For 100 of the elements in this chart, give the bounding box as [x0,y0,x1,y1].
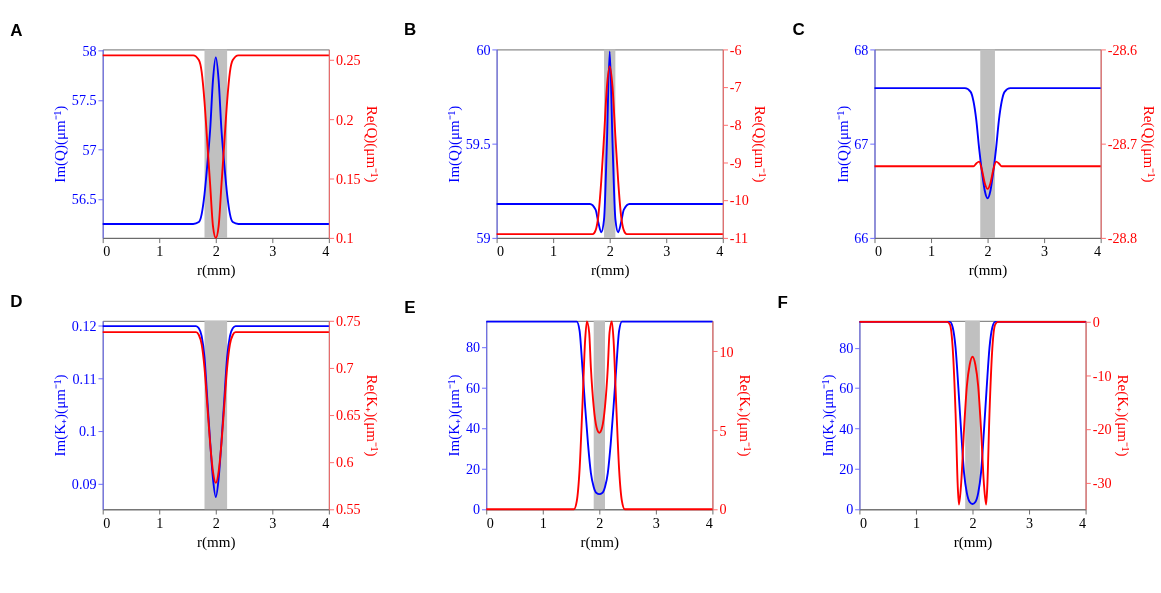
y-tick-label: 40 [839,420,854,437]
x-tick-label: 1 [539,514,547,531]
x-tick-label: 0 [497,243,505,260]
y2-tick-label: -30 [1092,474,1112,491]
y2-tick-label: 5 [719,422,727,439]
y-tick-label: 58 [82,42,97,59]
y2-tick-label: -20 [1092,421,1112,438]
chart-title: F [777,292,788,312]
chart-title: C [792,20,805,40]
chart-title: D [10,291,23,311]
y2-tick-label: 10 [719,343,734,360]
line-series [873,87,1102,200]
x-tick-label: 2 [212,243,220,260]
y2-tick-label: 0.7 [335,360,354,377]
y2-axis-title: Re(Q)(μm⁻¹) [363,105,381,183]
y2-tick-label: 0.1 [335,230,354,247]
x-tick-label: 4 [1094,243,1102,260]
y-axis-title: Im(Q)(μm⁻¹) [446,105,464,183]
y-tick-label: 20 [466,460,481,477]
x-axis-title: r(mm) [580,533,620,551]
y2-axis-title: Re(K₊)(μm⁻¹) [363,374,381,457]
y2-tick-label: 0.75 [335,313,361,330]
x-tick-label: 3 [663,243,671,260]
x-tick-label: 3 [652,514,660,531]
x-tick-label: 1 [928,243,936,260]
chart-title: B [404,20,417,40]
x-tick-label: 3 [269,514,277,531]
y-tick-label: 80 [466,339,481,356]
x-axis-title: r(mm) [590,262,630,280]
y2-tick-label: -10 [1092,367,1112,384]
y-tick-label: 56.5 [71,191,97,208]
y2-tick-label: -9 [729,154,742,171]
y-tick-label: 80 [839,339,854,356]
y2-tick-label: 0.65 [335,407,361,424]
x-tick-label: 1 [156,514,164,531]
y2-tick-label: 0.2 [335,111,354,128]
y2-tick-label: -28.6 [1107,41,1138,58]
y2-tick-label: -10 [729,192,749,209]
y2-axis-title: Re(Q)(μm⁻¹) [751,105,769,183]
x-tick-label: 1 [156,243,164,260]
chart-title: E [404,297,416,317]
x-tick-label: 3 [269,243,277,260]
y-tick-label: 0.09 [71,476,97,493]
y2-tick-label: 0.55 [335,501,361,518]
line-series [873,160,1102,190]
x-tick-label: 1 [550,243,558,260]
y-tick-label: 60 [466,379,481,396]
x-tick-label: 2 [212,514,220,531]
chart-title: A [10,21,23,41]
y-tick-label: 0.12 [71,317,97,334]
x-axis-title: r(mm) [197,262,236,280]
y2-tick-label: -28.7 [1107,135,1138,152]
x-axis-title: r(mm) [968,262,1008,280]
y-axis-title: Im(K₊)(μm⁻¹) [52,374,70,457]
x-tick-label: 2 [606,243,614,260]
y2-axis-title: Re(K₊)(μm⁻¹) [1114,374,1132,457]
y-tick-label: 60 [839,380,854,397]
x-tick-label: 4 [1079,514,1087,531]
y2-tick-label: 0.15 [335,170,361,187]
y-tick-label: 57 [82,141,97,158]
y-tick-label: 0.1 [78,423,97,440]
y2-tick-label: 0.6 [335,454,354,471]
x-tick-label: 4 [705,514,713,531]
y2-tick-label: 0 [1092,314,1100,331]
x-tick-label: 4 [716,243,724,260]
y-tick-label: 60 [476,41,491,58]
x-tick-label: 0 [103,514,111,531]
y-tick-label: 59 [476,230,491,247]
y-axis-title: Im(K₊)(μm⁻¹) [446,374,464,457]
x-tick-label: 2 [596,514,604,531]
x-tick-label: 4 [322,514,330,531]
y2-tick-label: -28.8 [1107,230,1138,247]
y-tick-label: 67 [854,135,869,152]
y2-tick-label: -8 [729,117,742,134]
y-tick-label: 59.5 [465,135,491,152]
y-tick-label: 0 [846,501,854,518]
y-axis-title: Im(Q)(μm⁻¹) [834,105,852,183]
y-tick-label: 0 [473,501,481,518]
x-tick-label: 0 [874,243,883,260]
y2-axis-title: Re(Q)(μm⁻¹) [1139,105,1157,183]
x-tick-label: 2 [969,514,977,531]
y2-tick-label: 0.25 [335,52,361,69]
x-tick-label: 3 [1026,514,1034,531]
y2-tick-label: -11 [729,230,749,247]
y-tick-label: 40 [466,420,481,437]
y2-tick-label: 0 [719,501,727,518]
y-axis-title: Im(Q)(μm⁻¹) [52,105,70,183]
x-tick-label: 2 [984,243,992,260]
x-axis-title: r(mm) [953,533,993,551]
y2-axis-title: Re(K₊)(μm⁻¹) [736,374,754,457]
y-tick-label: 20 [839,461,854,478]
x-tick-label: 1 [912,514,920,531]
y-tick-label: 68 [854,41,869,58]
x-tick-label: 3 [1041,243,1049,260]
x-tick-label: 4 [322,243,330,260]
y-tick-label: 66 [854,230,869,247]
y2-tick-label: -6 [729,41,742,58]
y-tick-label: 0.11 [72,370,97,387]
y-axis-title: Im(K₊)(μm⁻¹) [819,374,837,457]
x-axis-title: r(mm) [197,533,236,551]
